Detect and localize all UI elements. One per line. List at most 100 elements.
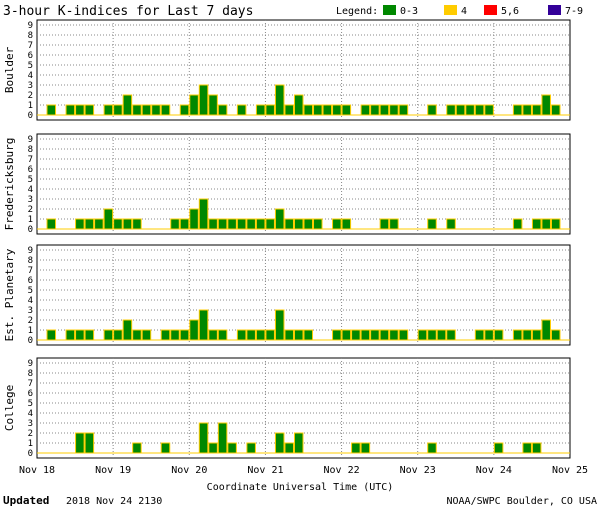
k-index-bar bbox=[284, 218, 294, 230]
k-index-bar bbox=[541, 218, 551, 230]
k-index-bar bbox=[398, 104, 409, 116]
k-index-bar bbox=[113, 104, 123, 116]
k-index-bar bbox=[379, 218, 390, 230]
k-index-bar bbox=[103, 329, 114, 341]
k-index-bar bbox=[122, 94, 133, 116]
k-index-bar bbox=[389, 104, 399, 116]
k-index-bar bbox=[370, 104, 380, 116]
k-index-bar bbox=[522, 329, 532, 341]
k-index-bar bbox=[170, 218, 180, 230]
k-index-bar bbox=[189, 208, 199, 230]
k-index-bar bbox=[274, 208, 285, 230]
k-index-bar bbox=[512, 218, 523, 230]
k-index-bar bbox=[541, 319, 551, 341]
k-index-bar bbox=[246, 218, 256, 230]
y-tick-label: 2 bbox=[28, 205, 33, 215]
k-index-bar bbox=[208, 218, 218, 230]
k-index-bar bbox=[341, 218, 352, 230]
k-index-bar bbox=[398, 329, 409, 341]
k-index-bar bbox=[550, 218, 561, 230]
y-tick-label: 8 bbox=[28, 145, 33, 155]
k-index-bar bbox=[132, 104, 142, 116]
y-tick-label: 0 bbox=[28, 225, 33, 235]
k-index-bar bbox=[75, 329, 85, 341]
k-index-bar bbox=[132, 218, 142, 230]
legend-entry-4: 4 bbox=[461, 6, 467, 17]
y-tick-label: 9 bbox=[28, 359, 33, 369]
k-index-bar bbox=[208, 329, 218, 341]
k-index-bar bbox=[351, 442, 361, 454]
k-index-bar bbox=[198, 422, 209, 454]
k-index-bar bbox=[274, 309, 285, 341]
updated-value: 2018 Nov 24 2130 bbox=[66, 496, 162, 507]
k-index-bar bbox=[189, 319, 199, 341]
y-tick-label: 1 bbox=[28, 101, 33, 111]
k-index-bar bbox=[332, 104, 342, 116]
k-index-bar bbox=[446, 218, 456, 230]
k-index-bar bbox=[122, 218, 133, 230]
legend-entry-5-6: 5,6 bbox=[501, 6, 519, 17]
k-index-bar bbox=[208, 442, 218, 454]
k-index-bar bbox=[389, 329, 399, 341]
k-index-bar bbox=[179, 329, 190, 341]
y-tick-label: 6 bbox=[28, 276, 33, 286]
y-tick-label: 6 bbox=[28, 165, 33, 175]
y-tick-label: 4 bbox=[28, 185, 33, 195]
k-index-bar bbox=[313, 218, 323, 230]
k-index-bar bbox=[208, 94, 218, 116]
k-index-bar bbox=[84, 104, 95, 116]
k-index-bar bbox=[293, 432, 304, 454]
k-index-bar bbox=[284, 442, 294, 454]
k-index-bar bbox=[379, 104, 390, 116]
k-index-bar bbox=[427, 442, 437, 454]
legend-label: Legend: bbox=[336, 6, 378, 17]
k-index-bar bbox=[303, 104, 314, 116]
k-index-bar bbox=[46, 104, 57, 116]
x-axis-label: Coordinate Universal Time (UTC) bbox=[207, 482, 394, 493]
y-tick-label: 0 bbox=[28, 449, 33, 459]
k-index-bar bbox=[474, 104, 485, 116]
k-index-bar bbox=[160, 104, 171, 116]
k-index-bar bbox=[236, 104, 247, 116]
k-index-bar bbox=[417, 329, 428, 341]
k-index-bar bbox=[341, 329, 352, 341]
y-tick-label: 7 bbox=[28, 155, 33, 165]
y-tick-label: 5 bbox=[28, 175, 33, 185]
y-tick-label: 3 bbox=[28, 195, 33, 205]
x-tick-label: Nov 22 bbox=[324, 465, 360, 476]
k-index-bar bbox=[132, 442, 142, 454]
k-index-bar bbox=[332, 329, 342, 341]
source-credit: NOAA/SWPC Boulder, CO USA bbox=[446, 496, 597, 507]
updated-label: Updated bbox=[3, 494, 49, 507]
k-index-bar bbox=[141, 329, 152, 341]
x-tick-label: Nov 19 bbox=[95, 465, 131, 476]
x-tick-label: Nov 18 bbox=[19, 465, 55, 476]
y-tick-label: 2 bbox=[28, 91, 33, 101]
y-tick-label: 0 bbox=[28, 336, 33, 346]
k-index-bar bbox=[522, 442, 532, 454]
k-index-bar bbox=[293, 218, 304, 230]
k-index-bar bbox=[103, 208, 114, 230]
k-index-bar bbox=[179, 218, 190, 230]
k-index-bar bbox=[236, 218, 247, 230]
k-index-bar bbox=[103, 104, 114, 116]
panel-frame bbox=[36, 133, 571, 235]
k-index-bar bbox=[179, 104, 190, 116]
k-index-bar bbox=[436, 329, 447, 341]
y-tick-label: 2 bbox=[28, 429, 33, 439]
y-tick-label: 4 bbox=[28, 296, 33, 306]
k-index-bar bbox=[255, 329, 266, 341]
k-index-bar bbox=[170, 329, 180, 341]
station-label: Fredericksburg bbox=[3, 138, 16, 231]
k-index-bar bbox=[246, 329, 256, 341]
k-index-bar bbox=[265, 218, 275, 230]
k-index-bar bbox=[360, 442, 371, 454]
k-index-bar bbox=[189, 94, 199, 116]
legend-swatch-0-3 bbox=[383, 5, 396, 15]
k-index-bar bbox=[522, 104, 532, 116]
y-tick-label: 9 bbox=[28, 21, 33, 31]
k-index-bar bbox=[446, 329, 456, 341]
k-index-bar bbox=[75, 432, 85, 454]
